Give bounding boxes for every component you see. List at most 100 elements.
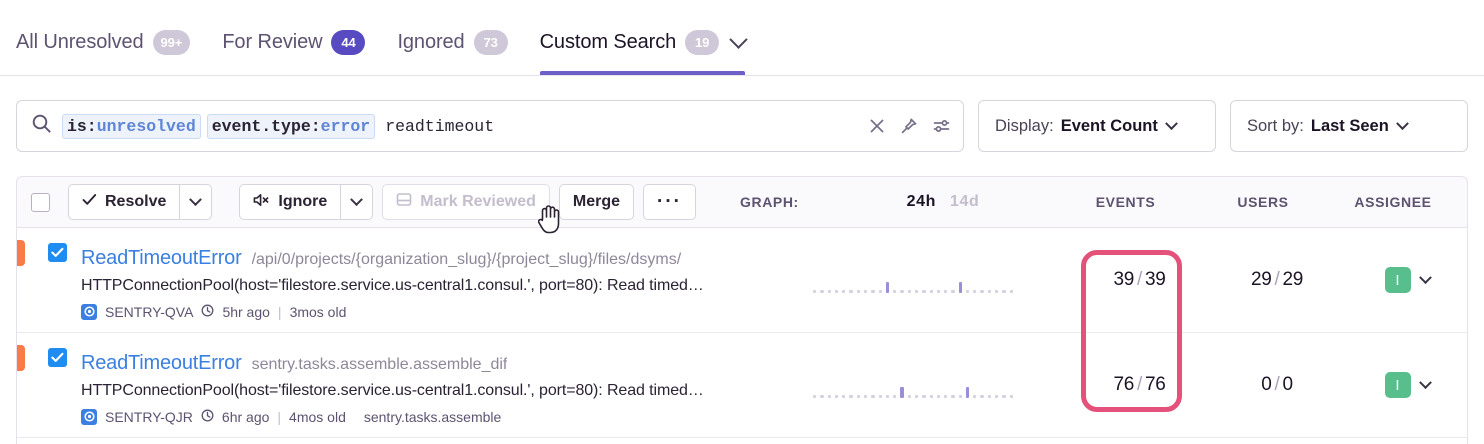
table-row[interactable]: ReadTimeoutError /api/0/projects/{organi… [17,228,1467,333]
issue-actions-toolbar: Resolve Ignore [16,176,1468,228]
chevron-down-icon [350,192,364,206]
chevron-down-icon[interactable] [1418,270,1432,284]
project-icon [81,303,97,320]
avatar[interactable]: I [1384,267,1411,293]
active-tab-underline [539,71,746,75]
meta-separator: | [277,408,282,425]
issue-users-count[interactable]: 29 / 29 [1207,269,1347,291]
resolve-dropdown-button[interactable] [180,184,213,220]
chevron-down-icon[interactable] [1418,375,1432,389]
value-separator: / [1137,269,1142,290]
tab-label: For Review [222,31,323,53]
last-seen: 6hr ago [221,408,270,425]
users-prev-value: 0 [1282,374,1293,395]
tab-ignored[interactable]: Ignored 73 [397,30,523,75]
issue-message: HTTPConnectionPool(host='filestore.servi… [81,381,704,399]
mark-reviewed-label: Mark Reviewed [420,193,536,210]
search-token-event-type[interactable]: event.type:error [206,113,376,139]
ignore-label: Ignore [278,193,328,210]
search-tools [862,117,951,135]
project-slug: SENTRY-QJR [105,408,193,425]
events-prev-value: 76 [1144,374,1166,395]
clock-icon [201,304,214,320]
ignore-button-group: Ignore [239,184,374,220]
tab-all-unresolved[interactable]: All Unresolved 99+ [16,30,206,75]
issue-events-count[interactable]: 76 / 76 [1072,374,1207,396]
issue-title-line: ReadTimeoutError sentry.tasks.assemble.a… [81,352,754,375]
tab-count-badge: 19 [685,30,720,55]
sparkline-chart [813,372,1013,398]
issue-graph-cell[interactable] [754,267,1072,293]
pin-icon[interactable] [900,117,918,135]
error-level-indicator [17,345,25,371]
column-headers: GRAPH: 24h 14d EVENTS USERS ASSIGNEE [740,193,1467,211]
column-header-events: EVENTS [1095,194,1156,210]
value-separator: / [1137,374,1142,395]
last-seen: 5hr ago [222,303,270,320]
ignore-button[interactable]: Ignore [239,184,342,220]
issue-events-count[interactable]: 39 / 39 [1072,269,1207,291]
issue-age: 3mos old [289,303,347,320]
avatar[interactable]: I [1384,372,1411,398]
search-row: is:unresolved event.type:error readtimeo… [16,100,1468,152]
issue-extra: sentry.tasks.assemble [363,408,502,425]
display-select[interactable]: Display: Event Count [978,100,1216,152]
issue-summary: ReadTimeoutError /api/0/projects/{organi… [81,241,754,320]
chevron-down-icon [1164,116,1178,130]
error-level-indicator [17,240,25,266]
table-row[interactable] [17,438,1467,444]
select-all-checkbox[interactable] [31,192,50,212]
period-14d[interactable]: 14d [950,193,980,210]
issue-graph-cell[interactable] [754,372,1072,398]
tab-count-badge: 99+ [152,30,191,55]
ignore-dropdown-button[interactable] [341,184,374,220]
meta-separator: | [277,303,282,320]
tab-label: Custom Search [539,31,677,53]
sort-select[interactable]: Sort by: Last Seen [1230,100,1468,152]
inbox-icon [396,192,412,212]
resolve-button-group: Resolve [68,184,213,220]
resolve-label: Resolve [105,193,167,210]
settings-sliders-icon[interactable] [932,117,951,135]
tab-count-badge: 73 [473,30,508,55]
mute-icon [253,193,270,212]
chevron-down-icon [1395,116,1409,130]
search-query[interactable]: is:unresolved event.type:error readtimeo… [62,113,852,139]
users-value: 29 [1250,269,1272,290]
clear-icon[interactable] [868,117,886,135]
column-header-users: USERS [1237,194,1289,210]
row-checkbox[interactable] [48,243,67,262]
search-bar[interactable]: is:unresolved event.type:error readtimeo… [16,100,964,152]
merge-label: Merge [572,193,620,210]
graph-period-toggle: 24h 14d [828,193,1058,211]
tab-for-review[interactable]: For Review 44 [222,30,381,75]
chevron-down-icon[interactable] [729,30,748,49]
issue-message: HTTPConnectionPool(host='filestore.servi… [81,276,704,294]
merge-button[interactable]: Merge [558,184,634,220]
column-header-graph: GRAPH: [740,194,799,210]
tab-custom-search[interactable]: Custom Search 19 [539,30,762,75]
search-icon [31,113,52,139]
project-slug: SENTRY-QVA [105,303,194,320]
issue-type-link[interactable]: ReadTimeoutError [81,351,242,374]
project-icon [81,408,97,425]
users-value: 0 [1261,374,1272,395]
row-checkbox[interactable] [48,348,67,367]
issue-meta: SENTRY-QVA 5hr ago | 3mos old [81,303,754,320]
issue-summary: ReadTimeoutError sentry.tasks.assemble.a… [81,346,754,425]
search-free-text[interactable]: readtimeout [385,116,495,136]
resolve-button[interactable]: Resolve [68,184,181,220]
more-actions-button[interactable]: ··· [643,184,696,220]
tab-label: All Unresolved [16,31,144,53]
events-value: 76 [1113,374,1134,395]
display-select-value: Event Count [1060,116,1158,135]
period-24h[interactable]: 24h [906,193,936,210]
issue-title-line: ReadTimeoutError /api/0/projects/{organi… [81,247,754,270]
issue-type-link[interactable]: ReadTimeoutError [81,246,242,269]
issue-meta: SENTRY-QJR 6hr ago | 4mos old sentry.tas… [81,408,754,425]
value-separator: / [1274,374,1280,395]
search-token-is[interactable]: is:unresolved [62,113,201,139]
mark-reviewed-button: Mark Reviewed [382,184,550,220]
issue-users-count[interactable]: 0 / 0 [1207,374,1347,396]
table-row[interactable]: ReadTimeoutError sentry.tasks.assemble.a… [17,333,1467,438]
